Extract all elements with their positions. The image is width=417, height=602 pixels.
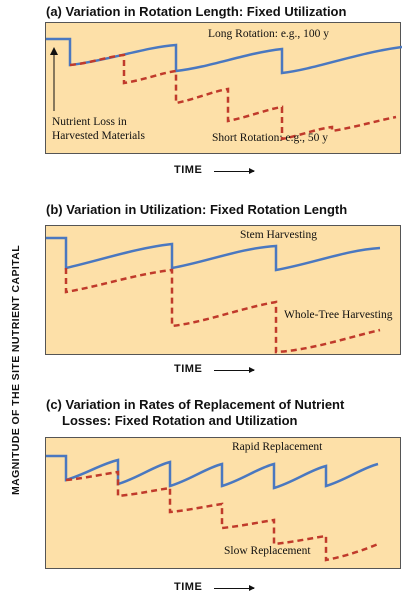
- annotation-line1: Nutrient Loss in: [52, 116, 127, 128]
- time-label-c: Time: [174, 581, 203, 593]
- short-rotation-curve: [69, 53, 397, 141]
- rapid-replacement-curve: [46, 454, 379, 490]
- time-label-b: Time: [174, 363, 203, 375]
- panel-c-title-line2: Losses: Fixed Rotation and Utilization: [62, 413, 298, 428]
- annotation-arrowhead: [50, 47, 58, 55]
- time-arrow-a: [214, 168, 255, 174]
- whole-tree-harvesting-label: Whole-Tree Harvesting: [284, 309, 393, 321]
- slow-replacement-curve: [65, 470, 379, 562]
- stem-harvesting-label: Stem Harvesting: [240, 229, 317, 241]
- panel-c: Rapid Replacement Slow Replacement: [45, 437, 401, 569]
- y-axis: Magnitude of the Site Nutrient Capital: [6, 170, 26, 570]
- panel-c-plot: [46, 454, 379, 562]
- y-axis-label: Magnitude of the Site Nutrient Capital: [10, 244, 22, 496]
- panel-b-plot: [46, 236, 381, 354]
- short-rotation-label: Short Rotation: e.g., 50 y: [212, 132, 328, 144]
- panel-a: Long Rotation: e.g., 100 y Short Rotatio…: [45, 22, 402, 154]
- panel-a-title: (a) Variation in Rotation Length: Fixed …: [46, 4, 347, 19]
- annotation-line2: Harvested Materials: [52, 130, 145, 142]
- long-rotation-curve: [46, 37, 402, 75]
- time-arrow-c: [214, 585, 255, 591]
- whole-tree-harvesting-curve: [64, 268, 381, 354]
- panel-a-plot: [46, 37, 402, 141]
- panel-c-title-line1: (c) Variation in Rates of Replacement of…: [46, 397, 345, 412]
- panel-b: Stem Harvesting Whole-Tree Harvesting: [45, 225, 401, 355]
- stem-harvesting-curve: [46, 236, 381, 272]
- slow-replacement-label: Slow Replacement: [224, 545, 311, 557]
- long-rotation-label: Long Rotation: e.g., 100 y: [208, 28, 330, 40]
- time-arrow-b: [214, 367, 255, 373]
- rapid-replacement-label: Rapid Replacement: [232, 441, 323, 453]
- time-label-a: Time: [174, 164, 203, 176]
- panel-b-title: (b) Variation in Utilization: Fixed Rota…: [46, 202, 348, 217]
